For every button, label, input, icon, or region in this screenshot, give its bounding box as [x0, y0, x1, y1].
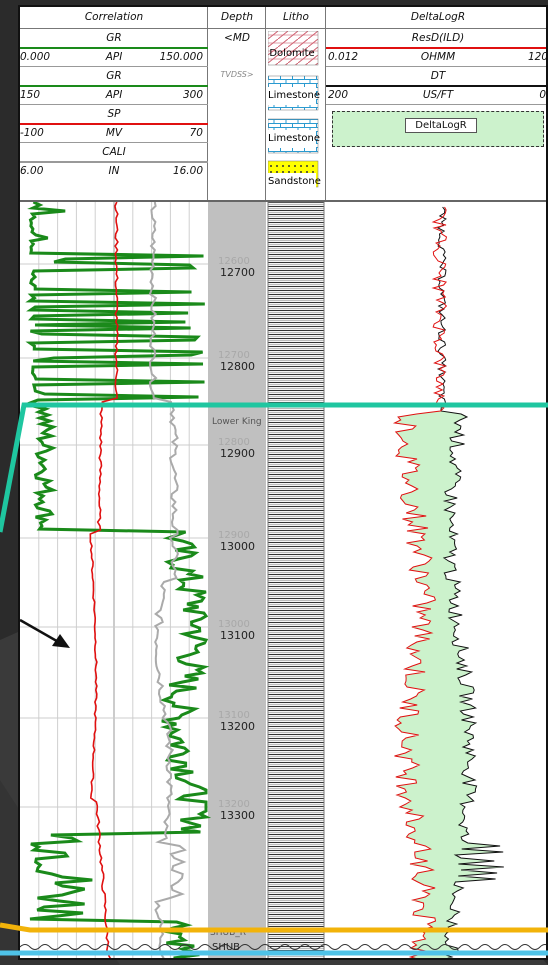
curve-min: -100 — [20, 127, 44, 139]
md-label: <MD — [224, 32, 250, 44]
deltalogr-fill — [394, 408, 504, 958]
deltalogr-header: DeltaLogR ResD(ILD) 0.012 OHMM 120 DT 20… — [326, 7, 548, 200]
curve-max: 120 — [527, 51, 548, 63]
curve-min: 0.000 — [20, 51, 51, 63]
log-tracks: 1260012700128001290013000131001320012700… — [20, 202, 546, 958]
litho-label: Limestone — [268, 130, 320, 148]
curve-max: 0 — [539, 89, 546, 101]
tvdss-depth-label: 13100 — [218, 710, 250, 721]
curve-name: CALI — [102, 146, 126, 158]
litho-title: Litho — [283, 11, 309, 23]
md-depth-label: 13200 — [220, 720, 255, 733]
curve-max: 150.000 — [159, 51, 203, 63]
resd-curve — [392, 206, 448, 958]
md-depth-label: 12700 — [220, 266, 255, 279]
tvdss-depth-label: 12700 — [218, 350, 250, 361]
litho-label: Dolomite — [269, 48, 315, 59]
litho-label: Sandstone — [268, 173, 321, 191]
curve-max: 16.00 — [172, 165, 203, 177]
curve-max: 70 — [189, 127, 203, 139]
tvdss-depth-label: 13000 — [218, 619, 250, 630]
curve-name: GR — [106, 70, 122, 82]
curve-min: 150 — [20, 89, 41, 101]
tvdss-depth-label: 12600 — [218, 256, 250, 267]
litho-swatch — [268, 31, 319, 66]
curve-min: 200 — [328, 89, 349, 101]
litho-track — [267, 202, 325, 958]
pointer-arrow — [19, 618, 63, 646]
log-header: Correlation GR 0.000 API 150.000 GR 150 … — [20, 7, 548, 200]
curve-max: 300 — [182, 89, 203, 101]
fill-label: DeltaLogR — [405, 118, 477, 133]
curve-name: SP — [107, 108, 121, 120]
curve-unit: OHMM — [420, 51, 456, 63]
depth-title: Depth — [221, 11, 253, 23]
deltalogr-title: DeltaLogR — [410, 11, 466, 23]
tvdss-depth-label: 13200 — [218, 799, 250, 810]
md-depth-label: 13000 — [220, 540, 255, 553]
curve-unit: API — [105, 51, 123, 63]
litho-header: Litho — [266, 7, 326, 200]
depth-track — [208, 202, 266, 958]
cali-curve — [148, 202, 187, 958]
md-depth-label: 13100 — [220, 629, 255, 642]
curve-unit: MV — [105, 127, 123, 139]
sp-curve — [89, 202, 119, 958]
depth-header: Depth <MD TVDSS> — [208, 7, 266, 200]
lower-king-marker-line — [0, 402, 548, 533]
curve-unit: API — [105, 89, 123, 101]
tvdss-depth-label: 12800 — [218, 437, 250, 448]
marker-label: Lower King — [212, 417, 262, 427]
md-depth-label: 12900 — [220, 447, 255, 460]
tvdss-label: TVDSS> — [220, 70, 254, 79]
tvdss-depth-label: 12900 — [218, 530, 250, 541]
correlation-header: Correlation GR 0.000 API 150.000 GR 150 … — [20, 7, 208, 200]
unconformity-line — [20, 944, 546, 950]
correlation-title: Correlation — [84, 11, 144, 23]
curve-min: 6.00 — [20, 165, 44, 177]
curve-name: GR — [106, 32, 122, 44]
deltalogr-fill-swatch: DeltaLogR — [332, 111, 544, 147]
litho-label: Limestone — [268, 87, 320, 105]
marker-label: SHUB_R — [210, 928, 246, 938]
dt-curve — [436, 206, 504, 958]
curve-unit: US/FT — [422, 89, 454, 101]
md-depth-label: 12800 — [220, 360, 255, 373]
curve-name: DT — [430, 70, 446, 82]
curve-name: ResD(ILD) — [411, 32, 465, 44]
md-depth-label: 13300 — [220, 809, 255, 822]
curve-min: 0.012 — [328, 51, 359, 63]
arrow-head-icon — [52, 634, 70, 648]
shub-r-marker-line — [0, 922, 548, 933]
marker-label: SHUB — [212, 942, 240, 953]
gr-curve — [25, 202, 212, 958]
curve-unit: IN — [108, 165, 120, 177]
well-log-panel: Correlation GR 0.000 API 150.000 GR 150 … — [18, 5, 548, 960]
